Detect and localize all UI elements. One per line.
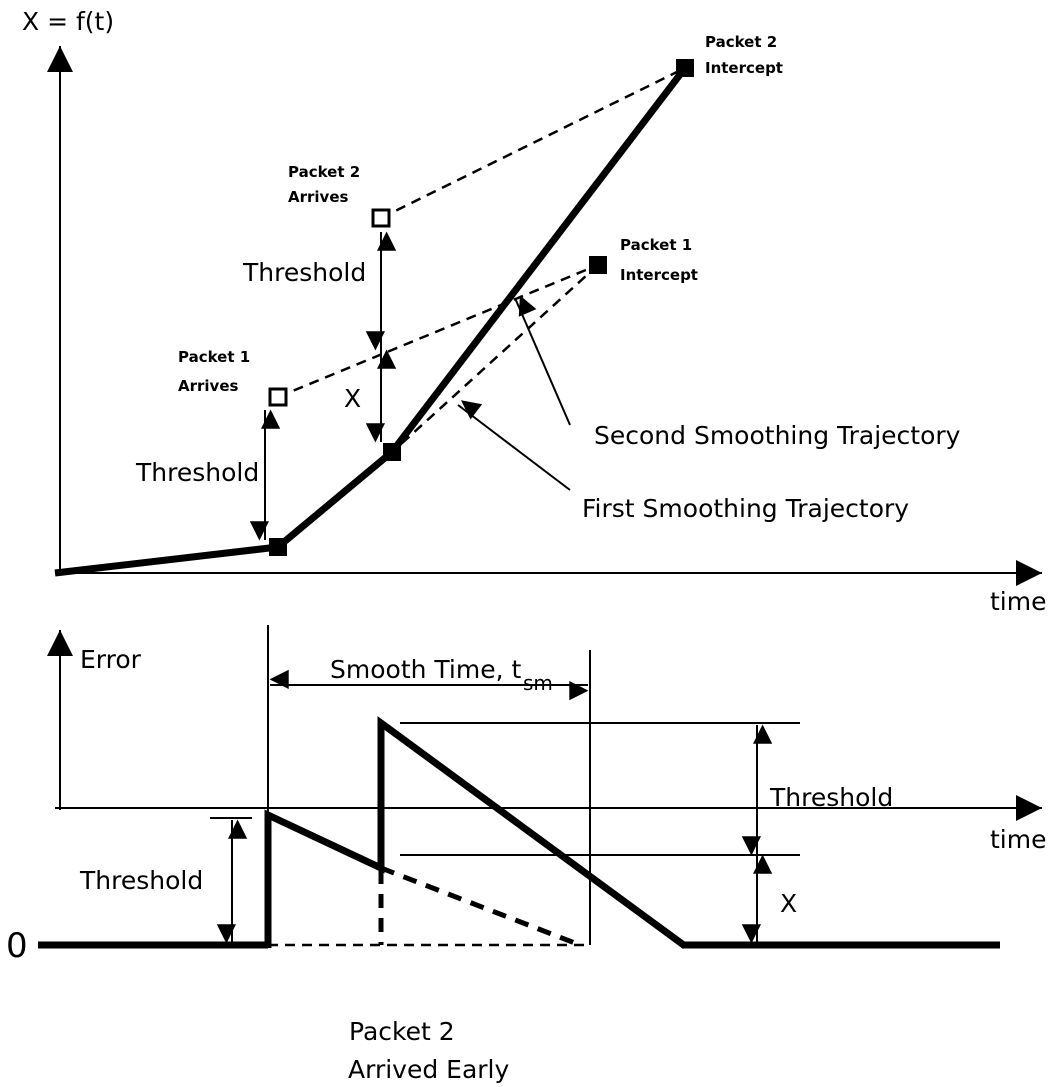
label: Arrived Early — [348, 1055, 509, 1084]
label: Packet 1 — [178, 348, 250, 366]
zero-label: 0 — [6, 926, 28, 966]
label: X — [344, 384, 361, 413]
y-axis-label: X = f(t) — [22, 7, 114, 36]
pointer-arrow — [457, 400, 571, 491]
square — [589, 256, 607, 274]
bottom-panel: Error time 0 Smooth Time, t sm Threshold… — [6, 625, 1046, 1084]
label: Intercept — [705, 59, 783, 77]
dashed-line — [380, 66, 686, 220]
x-axis-label: time — [990, 825, 1046, 854]
label: Intercept — [620, 266, 698, 284]
label: Arrives — [288, 188, 348, 206]
label: Packet 2 — [349, 1017, 455, 1046]
top-panel: X = f(t) time Packet 2 Intercept Packet … — [22, 7, 1046, 616]
square — [676, 59, 694, 77]
label: Threshold — [79, 866, 203, 895]
x-axis-label: time — [990, 587, 1046, 616]
open-square — [268, 387, 288, 407]
label: Threshold — [135, 458, 259, 487]
square — [383, 443, 401, 461]
pointer-arrow — [514, 295, 571, 426]
open-square — [371, 208, 391, 228]
error-curve — [264, 716, 688, 949]
label: First Smoothing Trajectory — [582, 494, 909, 523]
label: Threshold — [242, 258, 366, 287]
label: Packet 2 — [288, 163, 360, 181]
y-axis-label: Error — [80, 645, 142, 674]
label: Packet 1 — [620, 236, 692, 254]
label: Packet 2 — [705, 33, 777, 51]
label: Smooth Time, t — [330, 655, 521, 684]
square — [269, 538, 287, 556]
trajectory — [54, 65, 688, 577]
label: Threshold — [769, 783, 893, 812]
label: Arrives — [178, 377, 238, 395]
error-dashed — [380, 865, 581, 948]
dashed-line — [277, 263, 599, 399]
label: X — [780, 889, 797, 918]
label: Second Smoothing Trajectory — [594, 421, 961, 450]
dashed-line — [399, 264, 599, 446]
subscript: sm — [523, 671, 553, 695]
